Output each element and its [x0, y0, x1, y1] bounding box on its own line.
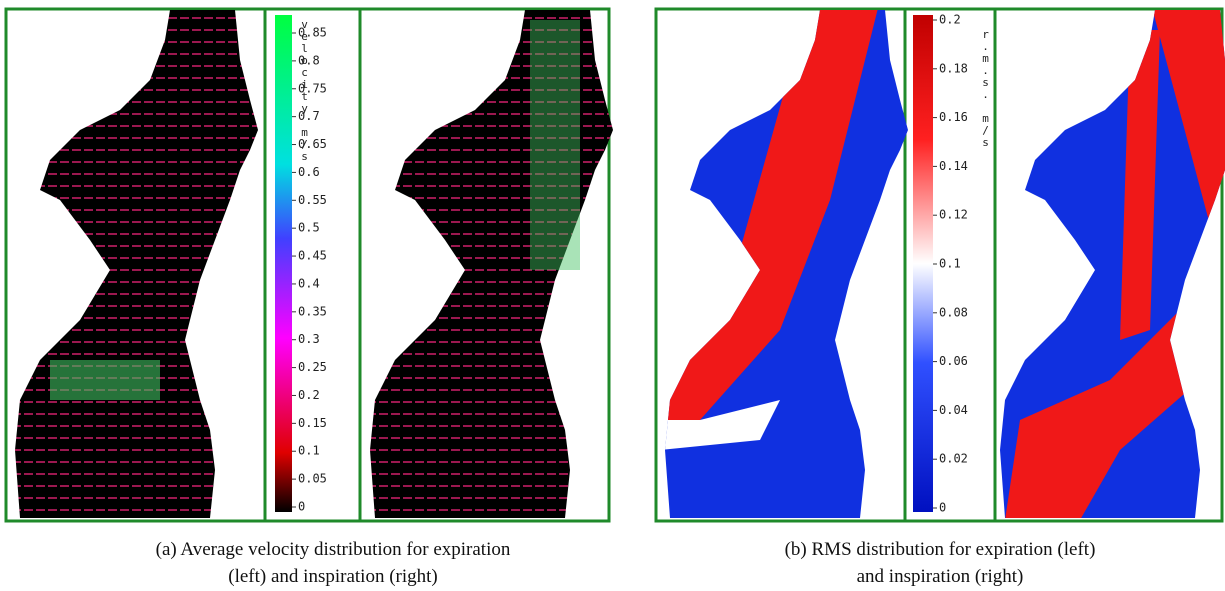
- tick-label: 0: [298, 500, 305, 514]
- tick-label: 0.1: [298, 444, 320, 458]
- tick-label: 0.35: [298, 304, 327, 318]
- tick-label: 0.45: [298, 249, 327, 263]
- tick-label: 0.4: [298, 276, 320, 290]
- tick-label: 0.14: [939, 159, 968, 173]
- caption: (a) Average velocity distribution for ex…: [53, 536, 613, 590]
- tick-label: 0.06: [939, 354, 968, 368]
- rms-field: [1000, 10, 1225, 518]
- tick-label: 0.05: [298, 472, 327, 486]
- caption-line: (left) and inspiration (right): [228, 566, 438, 587]
- colorbar: [275, 15, 292, 512]
- tick-label: 0.55: [298, 193, 327, 207]
- tick-label: 0.12: [939, 208, 968, 222]
- tick-label: 0.18: [939, 61, 968, 75]
- figure: 0.85 0.8 0.75 0.7 0.65 0.6 0.55 0.5 0.45 0.4 0.35 0…: [4, 7, 1225, 523]
- frame: [4, 7, 611, 523]
- tick-label: 0: [939, 501, 946, 515]
- tick-label: 0.08: [939, 305, 968, 319]
- caption: (b) RMS distribution for expiration (lef…: [660, 536, 1220, 590]
- tick-label: 0.02: [939, 452, 968, 466]
- tick-label: 0.2: [298, 388, 320, 402]
- tick-label: 0.15: [298, 416, 327, 430]
- tick-label: 0.7: [298, 109, 320, 123]
- highlight: [530, 20, 580, 270]
- tick-label: 0.2: [939, 13, 961, 27]
- tick-label: 0.75: [298, 81, 327, 95]
- tick-label: 0.25: [298, 360, 327, 374]
- tick-label: 0.65: [298, 137, 327, 151]
- tick-label: 0.3: [298, 332, 320, 346]
- frame: [654, 7, 1224, 523]
- velocity-field: [15, 10, 258, 518]
- caption-line: (b) RMS distribution for expiration (lef…: [784, 539, 1096, 560]
- highlight: [50, 360, 160, 400]
- tick-label: 0.85: [298, 26, 327, 40]
- caption-line: and inspiration (right): [856, 566, 1024, 587]
- colorbar-label: r.m.s. m/s: [979, 28, 992, 148]
- colorbar: [913, 15, 933, 512]
- tick-label: 0.04: [939, 403, 968, 417]
- caption-line: (a) Average velocity distribution for ex…: [155, 539, 511, 560]
- colorbar-label: velocity m/s: [298, 18, 311, 162]
- tick-label: 0.1: [939, 257, 961, 271]
- tick-label: 0.8: [298, 53, 320, 67]
- tick-label: 0.6: [298, 165, 320, 179]
- rms-field: [665, 10, 908, 518]
- tick-label: 0.5: [298, 221, 320, 235]
- tick-label: 0.16: [939, 110, 968, 124]
